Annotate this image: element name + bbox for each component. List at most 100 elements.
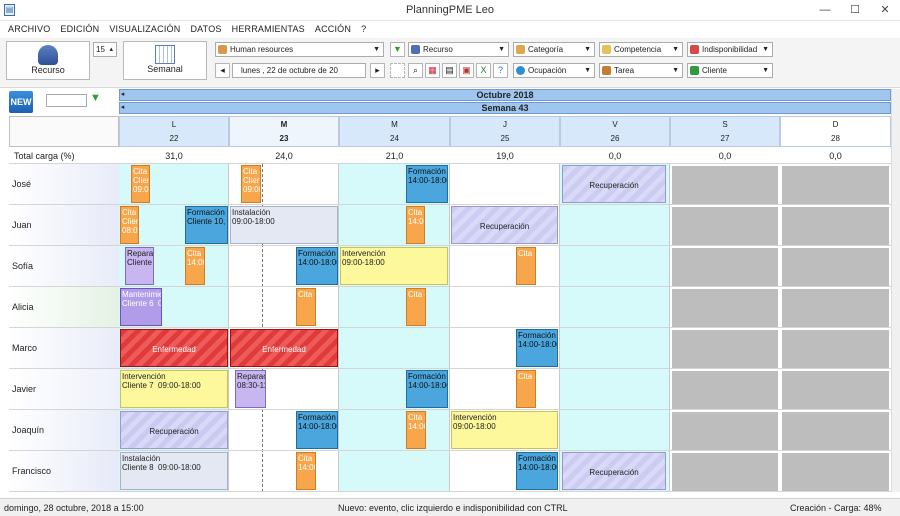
excel-icon[interactable]: X	[476, 63, 491, 78]
weekend-cell[interactable]	[782, 371, 889, 409]
next-date-button[interactable]: ▸	[370, 63, 385, 78]
day-header[interactable]: M 24	[339, 116, 450, 147]
schedule-event[interactable]: Reparaci Cliente 5	[125, 247, 154, 285]
resource-row-label[interactable]: Francisco	[9, 451, 119, 492]
day-header[interactable]: L 22	[119, 116, 229, 147]
prev-month-icon[interactable]: ◂	[120, 91, 125, 98]
vertical-scrollbar[interactable]	[891, 89, 900, 492]
human-resources-select[interactable]: Human resources ▼	[215, 42, 384, 57]
schedule-event[interactable]: Formación 14:00-18:00	[516, 452, 558, 490]
date-picker[interactable]: lunes , 22 de octubre de 20	[232, 63, 366, 78]
resource-row-label[interactable]: Joaquín	[9, 410, 119, 451]
weekend-cell[interactable]	[782, 289, 889, 327]
new-button[interactable]: NEW	[9, 91, 33, 113]
schedule-event[interactable]: Cita c 14:00	[185, 247, 205, 285]
day-header[interactable]: M 23	[229, 116, 339, 147]
indisponibilidad-select[interactable]: Indisponibilidad ▼	[687, 42, 773, 57]
schedule-event[interactable]: Intervención Cliente 7 09:00-18:00	[120, 370, 228, 408]
schedule-event[interactable]: Recuperación	[562, 452, 666, 490]
schedule-event[interactable]: Cita c Client 08:00	[120, 206, 139, 244]
close-button[interactable]: ✕	[880, 4, 890, 16]
schedule-event[interactable]: Recuperación	[120, 411, 228, 449]
schedule-event[interactable]: Enfermedad	[120, 329, 228, 367]
schedule-event[interactable]: Recuperación	[451, 206, 558, 244]
schedule-event[interactable]: Formación 14:00-18:00	[516, 329, 558, 367]
menu-archivo[interactable]: ARCHIVO	[8, 24, 51, 34]
semanal-button[interactable]: Semanal	[123, 41, 207, 80]
schedule-event[interactable]: Cita c	[516, 370, 536, 408]
schedule-event[interactable]: Cita c	[516, 247, 536, 285]
schedule-event[interactable]: Formación 14:00-18:00	[406, 165, 448, 203]
resource-row-label[interactable]: Juan	[9, 205, 119, 246]
menu-accion[interactable]: ACCIÓN	[314, 24, 352, 34]
schedule-event[interactable]: Cita c 14:00	[296, 452, 316, 490]
resource-row-label[interactable]: Javier	[9, 369, 119, 410]
minimize-button[interactable]: —	[819, 4, 831, 16]
schedule-event[interactable]: Instalación 09:00-18:00	[230, 206, 338, 244]
search-icon[interactable]: ⌕	[408, 63, 423, 78]
resource-search-input[interactable]	[46, 94, 87, 107]
categoria-select[interactable]: Categoría ▼	[513, 42, 595, 57]
schedule-event[interactable]: Cita c 14:00	[406, 206, 425, 244]
resource-row-label[interactable]: José	[9, 164, 119, 205]
maximize-button[interactable]: ☐	[850, 4, 860, 16]
menu-edicion[interactable]: EDICIÓN	[60, 24, 100, 34]
schedule-event[interactable]: Instalación Cliente 8 09:00-18:00	[120, 452, 228, 490]
menu-herramientas[interactable]: HERRAMIENTAS	[231, 24, 305, 34]
select-area-icon[interactable]	[390, 63, 405, 78]
resource-row-label[interactable]: Alicia	[9, 287, 119, 328]
schedule-event[interactable]: Formación 14:00-18:00	[296, 247, 338, 285]
competencia-select[interactable]: Competencia ▼	[599, 42, 683, 57]
ocupacion-select[interactable]: Ocupación ▼	[513, 63, 595, 78]
help-icon[interactable]: ?	[493, 63, 508, 78]
schedule-event[interactable]: Cita c Client 09:00	[131, 165, 150, 203]
weekend-cell[interactable]	[782, 412, 889, 450]
resource-row-label[interactable]: Marco	[9, 328, 119, 369]
calendar-add-icon[interactable]: ▦	[425, 63, 440, 78]
print-icon[interactable]: ▤	[442, 63, 457, 78]
weekend-cell[interactable]	[672, 371, 778, 409]
resource-row-label[interactable]: Sofía	[9, 246, 119, 287]
tarea-select[interactable]: Tarea ▼	[599, 63, 683, 78]
day-header[interactable]: J 25	[450, 116, 560, 147]
schedule-event[interactable]: Cita c	[406, 288, 426, 326]
weekend-cell[interactable]	[672, 412, 778, 450]
menu-visualizacion[interactable]: VISUALIZACIÓN	[109, 24, 181, 34]
menu-help[interactable]: ?	[361, 24, 367, 34]
day-header[interactable]: D 28	[780, 116, 891, 147]
zoom-spinner[interactable]: 15 ▴	[93, 42, 117, 57]
schedule-event[interactable]: Recuperación	[562, 165, 666, 203]
weekend-cell[interactable]	[782, 248, 889, 286]
cliente-select[interactable]: Cliente ▼	[687, 63, 773, 78]
weekend-cell[interactable]	[672, 207, 778, 245]
weekend-cell[interactable]	[672, 166, 778, 204]
weekend-cell[interactable]	[672, 453, 778, 491]
filter-icon[interactable]: ▼	[390, 42, 405, 57]
day-column[interactable]	[560, 164, 670, 492]
weekend-cell[interactable]	[672, 330, 778, 368]
schedule-event[interactable]: Formación 14:00-18:00	[296, 411, 338, 449]
schedule-event[interactable]: Intervención 09:00-18:00	[451, 411, 558, 449]
weekend-cell[interactable]	[782, 207, 889, 245]
pdf-icon[interactable]: ▣	[459, 63, 474, 78]
weekend-cell[interactable]	[782, 166, 889, 204]
weekend-cell[interactable]	[672, 248, 778, 286]
schedule-event[interactable]: Formación 14:00-18:00	[406, 370, 448, 408]
schedule-event[interactable]: Mantenimien Cliente 6 08	[120, 288, 162, 326]
schedule-event[interactable]: Cita c Client 09:00	[241, 165, 261, 203]
day-column[interactable]	[339, 164, 450, 492]
schedule-event[interactable]: Cita c 14:00	[406, 411, 426, 449]
schedule-event[interactable]: Reparaci 08:30-11	[235, 370, 266, 408]
weekend-cell[interactable]	[782, 453, 889, 491]
schedule-event[interactable]: Formación Cliente 10,	[185, 206, 228, 244]
schedule-event[interactable]: Cita c	[296, 288, 316, 326]
filter-icon-left[interactable]: ▼	[90, 92, 101, 104]
menu-datos[interactable]: DATOS	[190, 24, 222, 34]
prev-date-button[interactable]: ◂	[215, 63, 230, 78]
prev-week-icon[interactable]: ◂	[120, 104, 125, 111]
weekend-cell[interactable]	[782, 330, 889, 368]
recurso-select[interactable]: Recurso ▼	[408, 42, 509, 57]
schedule-event[interactable]: Intervención 09:00-18:00	[340, 247, 448, 285]
day-header[interactable]: V 26	[560, 116, 670, 147]
day-header[interactable]: S 27	[670, 116, 780, 147]
